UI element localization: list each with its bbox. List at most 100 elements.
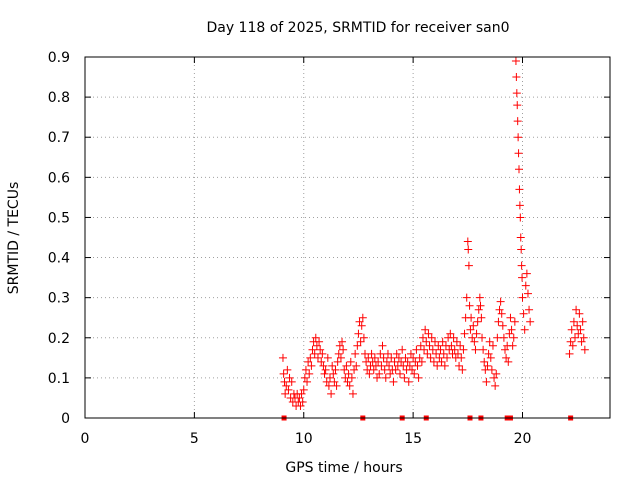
data-point <box>378 341 387 350</box>
data-point <box>295 393 304 402</box>
data-point <box>522 269 531 278</box>
data-point <box>452 337 461 346</box>
data-point <box>511 57 520 66</box>
data-point <box>432 349 441 358</box>
data-point <box>486 353 495 362</box>
data-point <box>490 373 499 382</box>
data-point <box>418 333 427 342</box>
y-tick-label: 0.3 <box>48 291 70 307</box>
data-point <box>501 345 509 354</box>
data-point <box>346 357 355 366</box>
data-point <box>568 341 577 350</box>
data-point <box>280 377 289 386</box>
data-point <box>350 365 359 374</box>
data-point <box>323 353 332 362</box>
data-point <box>569 317 578 326</box>
data-point <box>383 349 392 358</box>
data-point <box>365 369 374 378</box>
data-point <box>577 337 586 346</box>
data-point <box>305 369 314 378</box>
data-point <box>573 321 582 330</box>
data-point <box>485 337 494 346</box>
data-point <box>330 377 339 386</box>
data-point <box>340 365 349 374</box>
data-point <box>465 301 474 310</box>
data-point <box>523 289 532 298</box>
data-point <box>446 329 455 338</box>
data-point <box>343 377 352 386</box>
data-point <box>572 305 581 314</box>
data-point <box>487 365 496 374</box>
data-point <box>480 357 489 366</box>
data-point <box>458 365 467 374</box>
data-point <box>516 213 525 222</box>
data-point <box>308 345 317 354</box>
data-point <box>464 245 473 254</box>
data-point <box>431 337 439 346</box>
plot-frame <box>84 56 611 419</box>
data-point <box>422 337 431 346</box>
data-point <box>457 353 466 362</box>
data-point <box>526 317 535 326</box>
data-point <box>313 353 322 362</box>
data-point <box>505 329 514 338</box>
data-point <box>456 341 465 350</box>
data-point <box>472 329 481 338</box>
data-point <box>310 349 319 358</box>
data-point <box>492 369 501 378</box>
data-point <box>298 397 307 406</box>
data-point <box>580 345 589 354</box>
data-point <box>312 341 321 350</box>
data-point <box>328 361 337 370</box>
data-point <box>468 333 477 342</box>
data-point <box>497 309 506 318</box>
data-point <box>476 301 485 310</box>
data-point <box>315 337 324 346</box>
data-point <box>574 329 583 338</box>
data-point <box>515 165 523 174</box>
data-point <box>513 117 522 126</box>
data-point <box>398 345 407 354</box>
data-point <box>416 341 425 350</box>
data-point <box>331 365 340 374</box>
data-point <box>507 325 516 334</box>
data-point <box>301 365 310 374</box>
data-point <box>516 233 525 242</box>
data-point <box>463 237 472 246</box>
data-point <box>410 369 419 378</box>
y-tick-label: 0.7 <box>48 130 70 146</box>
data-point <box>428 345 437 354</box>
data-point <box>515 201 524 210</box>
data-point <box>283 365 292 374</box>
data-point <box>347 373 356 382</box>
data-point <box>578 317 587 326</box>
data-point <box>576 325 585 334</box>
y-tick-label: 0.9 <box>48 50 70 66</box>
data-point <box>417 357 426 366</box>
data-point <box>306 353 315 362</box>
data-point <box>488 341 497 350</box>
data-point <box>391 365 400 374</box>
data-point <box>502 353 511 362</box>
data-point <box>322 377 331 386</box>
axis-ticks: 0 0.1 0.2 0.3 0.4 0.5 0.6 0.7 0.8 0.9 0 5 10 15 20 <box>48 50 610 447</box>
data-point <box>514 133 523 142</box>
data-point <box>435 353 444 362</box>
y-tick-label: 0.2 <box>48 331 70 347</box>
y-tick-label: 0.6 <box>48 170 70 186</box>
data-point <box>324 381 333 390</box>
data-point <box>423 349 432 358</box>
data-point <box>345 381 354 390</box>
data-point <box>303 377 312 386</box>
data-point <box>380 365 389 374</box>
data-point <box>385 361 394 370</box>
data-point <box>348 389 357 398</box>
data-point <box>287 377 296 386</box>
data-point <box>510 317 519 326</box>
data-point <box>379 353 388 362</box>
data-point <box>517 245 526 254</box>
data-points <box>278 57 589 421</box>
data-point <box>437 357 446 366</box>
x-tick-label: 0 <box>81 431 90 447</box>
